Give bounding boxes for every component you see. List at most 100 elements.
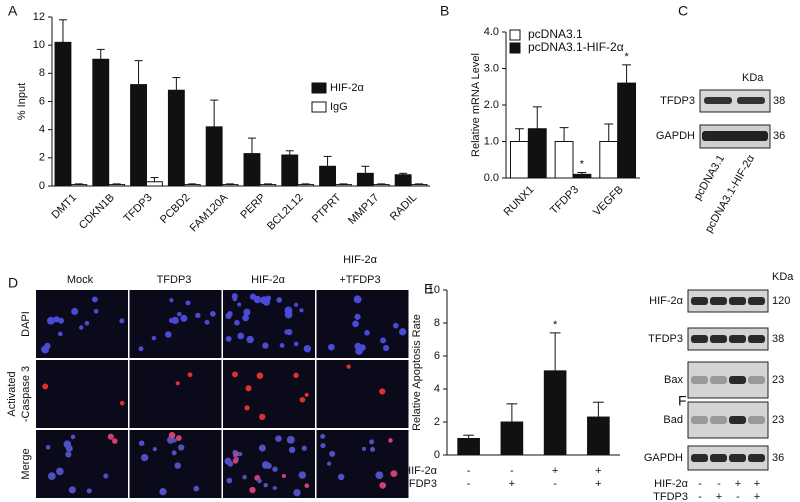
x-tick-label: RADIL — [388, 192, 419, 223]
cell — [370, 446, 376, 452]
bar — [281, 154, 299, 187]
cell — [42, 383, 49, 390]
bar — [54, 41, 72, 187]
y-tick-label: 3.0 — [484, 62, 499, 74]
cell — [107, 433, 114, 440]
cell — [320, 443, 326, 449]
x-tick-label: PCBD2 — [158, 192, 192, 226]
cell — [263, 482, 268, 488]
cell — [380, 337, 387, 344]
legend-swatch — [311, 101, 327, 113]
cell — [86, 488, 92, 494]
y-tick-label: 1.0 — [484, 135, 499, 147]
legend-label: pcDNA3.1 — [528, 27, 583, 41]
cell — [261, 461, 270, 469]
cell — [364, 330, 370, 336]
cell — [175, 381, 180, 386]
blot-frame — [699, 89, 771, 113]
cell — [379, 388, 386, 395]
cell — [284, 329, 290, 335]
blot-label: GAPDH — [644, 452, 683, 464]
cell — [193, 485, 200, 492]
band — [691, 416, 708, 424]
band — [748, 416, 765, 424]
cell — [375, 471, 384, 480]
legend-label: IgG — [330, 101, 348, 113]
band — [710, 297, 727, 305]
cell — [84, 320, 90, 326]
kda: 38 — [772, 333, 784, 345]
bar — [572, 173, 592, 179]
kda: 36 — [772, 452, 784, 464]
cell — [275, 435, 282, 442]
blot-frame — [687, 327, 769, 351]
cell — [177, 311, 182, 317]
cell — [242, 314, 250, 322]
cell — [276, 297, 282, 303]
x-tick-label: BCL2L12 — [265, 192, 306, 233]
micrograph — [316, 430, 409, 498]
band — [729, 297, 746, 305]
condition-sign: + — [735, 478, 741, 490]
cell — [262, 342, 269, 349]
panel-label: D — [8, 275, 18, 291]
band — [729, 335, 746, 343]
condition-sign: - — [467, 478, 471, 490]
cell — [281, 473, 286, 479]
blot — [687, 289, 769, 471]
cell — [369, 439, 375, 445]
cell — [172, 438, 177, 443]
cell — [185, 300, 191, 306]
cell — [70, 434, 76, 440]
blot-label: TFDP3 — [660, 95, 695, 107]
y-tick-label: 6 — [39, 95, 45, 107]
blot-label: Bad — [663, 414, 683, 426]
cell — [138, 440, 145, 446]
cell — [232, 371, 238, 378]
bar — [500, 421, 524, 456]
y-tick-label: 4 — [434, 383, 440, 395]
legend-swatch — [311, 82, 327, 94]
bar — [335, 184, 352, 187]
panel-label: A — [8, 3, 18, 19]
column-header: +TFDP3 — [339, 274, 380, 286]
cell — [151, 335, 157, 341]
band — [691, 335, 708, 343]
band — [729, 454, 746, 462]
cell — [195, 312, 201, 319]
cell — [337, 473, 345, 481]
cell — [304, 483, 310, 489]
cell — [227, 460, 234, 467]
cell — [284, 310, 293, 319]
x-tick-label: DMT1 — [49, 192, 79, 222]
cell — [293, 372, 299, 379]
band — [710, 335, 727, 343]
cell — [53, 316, 60, 323]
cell — [174, 462, 181, 469]
cell — [320, 433, 326, 439]
cell — [152, 447, 157, 452]
cell — [119, 400, 125, 406]
y-tick-label: 2.0 — [484, 99, 499, 111]
bar — [509, 141, 529, 179]
y-axis-label: Relative Apoptosis Rate — [411, 314, 423, 431]
kda: 120 — [772, 295, 790, 307]
bar — [599, 141, 619, 179]
band — [710, 416, 727, 424]
bar — [221, 184, 239, 187]
legend-swatch — [509, 42, 521, 54]
x-tick-label: TFDP3 — [548, 184, 581, 217]
cell — [46, 316, 55, 325]
band — [729, 416, 746, 424]
cell — [256, 372, 264, 379]
band — [691, 454, 708, 462]
blot-label: Bax — [664, 374, 683, 386]
cell — [286, 435, 295, 444]
bar — [146, 181, 163, 187]
legend-label: pcDNA3.1-HIF-2α — [528, 40, 624, 54]
cell — [259, 413, 266, 420]
cell — [171, 450, 177, 456]
cell — [362, 446, 367, 451]
cell — [299, 396, 306, 403]
